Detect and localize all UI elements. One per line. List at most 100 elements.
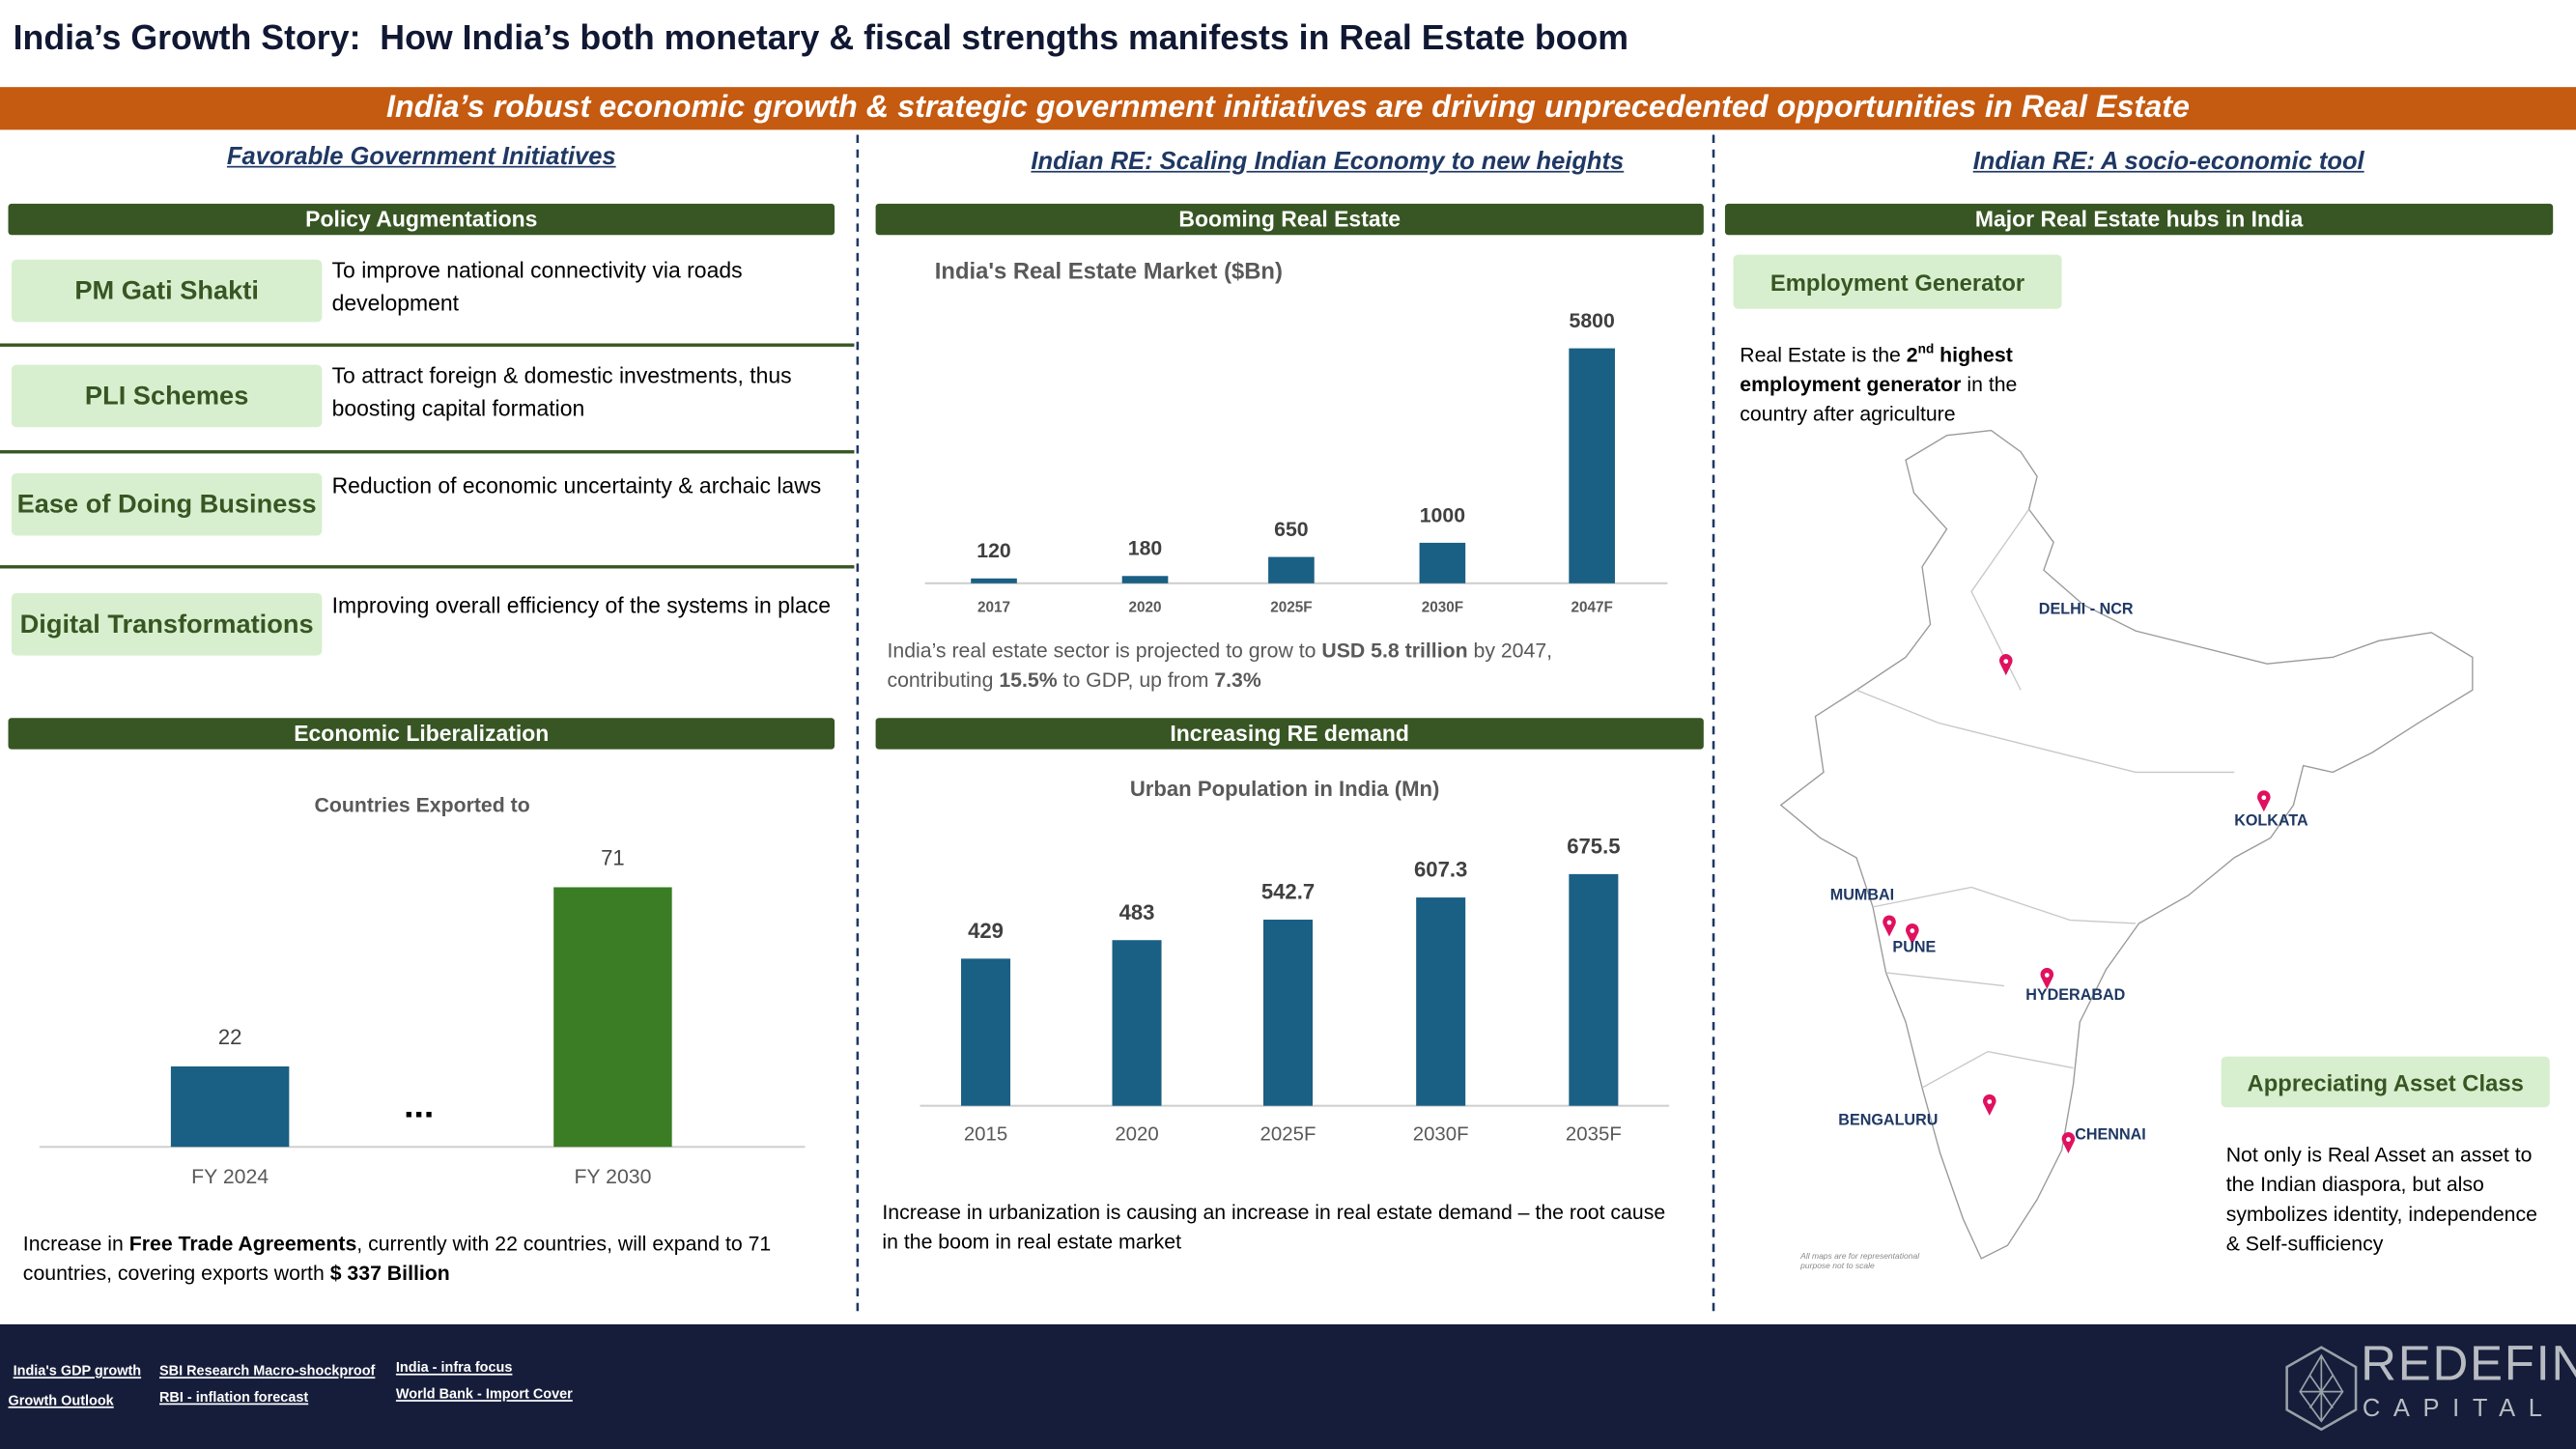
city-label: CHENNAI [2075, 1126, 2146, 1144]
category-label: 2020 [1115, 1124, 1158, 1146]
bar [1121, 576, 1169, 583]
category-label: 2047F [1571, 599, 1612, 615]
text: 2 [1906, 343, 1918, 367]
text: Free Trade Agreements [128, 1232, 357, 1256]
value-label: 1000 [1420, 503, 1465, 526]
value-label: 675.5 [1567, 835, 1620, 859]
text: to GDP, up from [1057, 668, 1215, 693]
section-bar: Major Real Estate hubs in India [1724, 203, 2554, 236]
policy-name: Ease of Doing Business [11, 472, 323, 536]
policy-description: To attract foreign & domestic investment… [331, 362, 792, 421]
category-label: 2020 [1129, 599, 1162, 615]
value-label: 5800 [1570, 309, 1615, 332]
category-label: 2025F [1260, 1124, 1316, 1146]
map-pin-dot [2003, 659, 2009, 664]
value-label: 429 [968, 919, 1004, 943]
policy-name: PLI Schemes [11, 364, 323, 428]
text: highest employment generator [1740, 343, 2013, 397]
map-pin [1882, 915, 1896, 937]
map-pin [2061, 1132, 2076, 1154]
category-label: FY 2024 [191, 1165, 269, 1188]
value-label: 542.7 [1261, 880, 1315, 904]
section-bar: Booming Real Estate [875, 203, 1704, 236]
footer-link[interactable]: RBI - inflation forecast [158, 1388, 309, 1406]
footer-link[interactable]: Growth Outlook [8, 1391, 114, 1408]
map-pin-dot [2261, 795, 2267, 801]
footer-link[interactable]: World Bank - Import Cover [395, 1384, 573, 1402]
map-pin [1982, 1094, 1996, 1116]
text: USD 5.8 trillion [1321, 639, 1468, 663]
city-label: MUMBAI [1830, 886, 1894, 903]
india-map [1779, 429, 2474, 1260]
bar [553, 887, 672, 1148]
city-label: DELHI - NCR [2039, 600, 2134, 617]
footer-link[interactable]: India - infra focus [395, 1358, 513, 1376]
text: India’s real estate sector is projected … [887, 639, 1322, 663]
map-pin [1998, 654, 2013, 676]
bar [971, 578, 1017, 583]
category-label: FY 2030 [574, 1165, 651, 1188]
label-box: Appreciating Asset Class [2221, 1056, 2550, 1108]
city-label: PUNE [1892, 939, 1936, 956]
category-label: 2025F [1270, 599, 1312, 615]
chart-title: India's Real Estate Market ($Bn) [935, 259, 1283, 285]
text: $ 337 Billion [329, 1262, 450, 1286]
map-pin-dot [2044, 973, 2050, 978]
city-label: HYDERABAD [2025, 986, 2125, 1004]
note: Real Estate is the 2nd highest employmen… [1740, 335, 2068, 429]
chart-title: Countries Exported to [315, 794, 530, 817]
bar [961, 958, 1011, 1106]
value-label: 22 [218, 1025, 242, 1049]
map-pin-dot [1910, 928, 1915, 933]
label-box: Employment Generator [1733, 254, 2062, 309]
separator [0, 450, 855, 453]
policy-description: To improve national connectivity via roa… [331, 258, 743, 316]
value-label: 483 [1119, 900, 1155, 924]
text: 7.3% [1214, 668, 1261, 693]
column-heading: Indian RE: A socio-economic tool [1972, 148, 2364, 176]
category-label: 2030F [1422, 599, 1463, 615]
map-pin-dot [2066, 1137, 2071, 1142]
section-bar: Economic Liberalization [8, 718, 835, 750]
text: Real Estate is the [1740, 343, 1907, 367]
separator [0, 565, 855, 568]
bar [1262, 920, 1314, 1106]
column-heading: Indian RE: Scaling Indian Economy to new… [1031, 148, 1625, 176]
value-label: 120 [977, 539, 1010, 562]
separator [0, 343, 855, 347]
disclaimer: All maps are for representational purpos… [1800, 1252, 1920, 1272]
category-label: 2017 [977, 599, 1010, 615]
bar [1112, 940, 1162, 1106]
policy-name: PM Gati Shakti [11, 259, 323, 323]
footer-link[interactable]: India's GDP growth [13, 1362, 142, 1379]
chart-title: Urban Population in India (Mn) [1130, 777, 1440, 801]
policy-name: Digital Transformations [11, 593, 323, 656]
category-label: 2015 [964, 1124, 1007, 1146]
value-label: 607.3 [1414, 858, 1467, 882]
text: Increase in [22, 1232, 129, 1256]
section-bar: Increasing RE demand [875, 718, 1704, 750]
bar [1569, 873, 1619, 1106]
value-label: 180 [1128, 537, 1162, 560]
footer-link[interactable]: SBI Research Macro-shockproof [158, 1362, 376, 1379]
banner: India’s robust economic growth & strateg… [0, 87, 2576, 130]
text: in the country after agriculture [1740, 373, 2018, 426]
note: Increase in Free Trade Agreements, curre… [23, 1229, 836, 1288]
value-label: 650 [1274, 518, 1308, 541]
logo-tagline: CAPITAL [2362, 1395, 2556, 1423]
text: 15.5% [999, 668, 1058, 693]
city-label: KOLKATA [2234, 812, 2308, 830]
bar [1569, 348, 1615, 583]
note: Not only is Real Asset an asset to the I… [2225, 1143, 2537, 1256]
section-bar: Policy Augmentations [8, 203, 835, 236]
map-pin-dot [1886, 920, 1892, 925]
map-pin-dot [1987, 1099, 1993, 1104]
footer: India's GDP growth SBI Research Macro-sh… [0, 1323, 2576, 1449]
bar [1416, 897, 1466, 1106]
category-label: 2035F [1566, 1124, 1622, 1146]
bar [1419, 542, 1466, 583]
map-pin [2040, 967, 2054, 989]
text: , currently with 22 countries, will expa… [22, 1232, 772, 1286]
